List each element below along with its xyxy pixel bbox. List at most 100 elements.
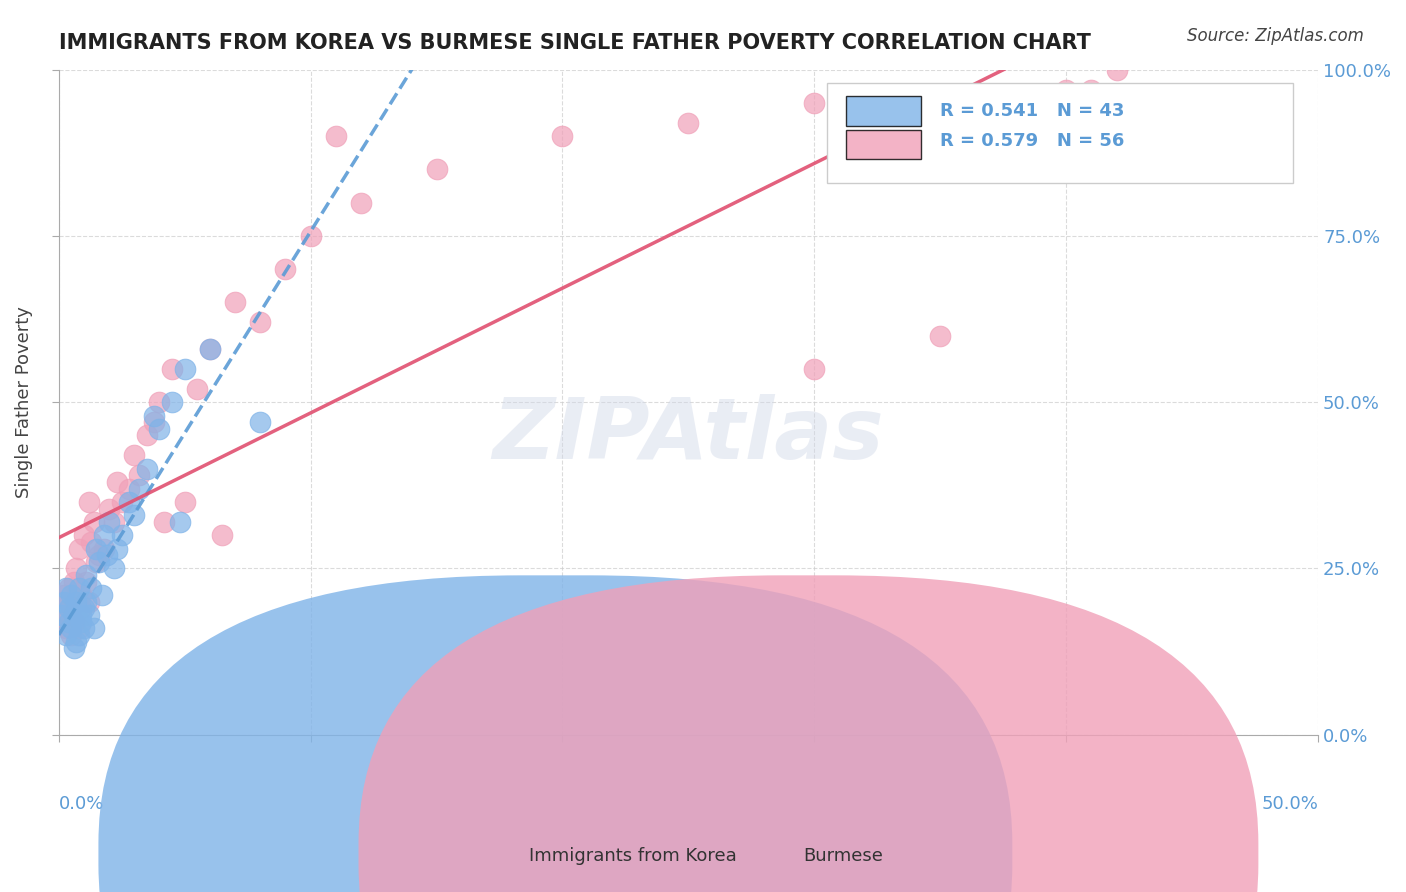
Point: [224, 295, 246, 310]
Point: [198, 342, 221, 356]
Point: [67, 541, 90, 556]
Point: [103, 561, 125, 575]
Point: [249, 415, 271, 429]
Point: [143, 409, 166, 423]
Text: ZIPAtlas: ZIPAtlas: [492, 394, 884, 477]
Point: [98, 501, 121, 516]
Point: [87, 555, 110, 569]
Point: [173, 362, 195, 376]
Point: [65, 595, 87, 609]
Point: [60, 628, 83, 642]
Point: [143, 415, 166, 429]
Point: [51, 607, 73, 622]
Point: [128, 482, 150, 496]
Point: [80, 534, 103, 549]
Point: [111, 495, 134, 509]
Point: [55, 607, 77, 622]
Point: [55, 582, 77, 596]
Point: [148, 422, 170, 436]
Point: [90, 588, 112, 602]
Point: [803, 362, 825, 376]
Point: [551, 129, 574, 144]
Text: 50.0%: 50.0%: [1261, 795, 1319, 813]
Text: 0.0%: 0.0%: [59, 795, 104, 813]
Point: [135, 428, 157, 442]
Point: [128, 468, 150, 483]
Point: [80, 582, 103, 596]
Point: [55, 621, 77, 635]
Point: [325, 129, 347, 144]
Point: [70, 607, 93, 622]
Point: [60, 588, 83, 602]
Point: [58, 601, 80, 615]
Point: [118, 482, 141, 496]
Point: [678, 116, 700, 130]
FancyBboxPatch shape: [827, 83, 1294, 183]
Point: [299, 229, 322, 244]
Point: [86, 541, 108, 556]
Point: [58, 615, 80, 629]
Point: [77, 607, 100, 622]
FancyBboxPatch shape: [846, 96, 921, 126]
Point: [211, 528, 233, 542]
Y-axis label: Single Father Poverty: Single Father Poverty: [15, 306, 32, 498]
Point: [160, 395, 183, 409]
Point: [98, 515, 121, 529]
Point: [350, 195, 373, 210]
Point: [58, 595, 80, 609]
Point: [62, 607, 84, 622]
Point: [1080, 82, 1102, 96]
Point: [105, 475, 128, 489]
Text: R = 0.579   N = 56: R = 0.579 N = 56: [941, 132, 1125, 150]
Point: [93, 528, 115, 542]
Point: [86, 555, 108, 569]
Point: [87, 548, 110, 562]
Point: [274, 262, 297, 277]
Point: [148, 395, 170, 409]
Point: [62, 641, 84, 656]
Point: [105, 541, 128, 556]
Point: [122, 449, 145, 463]
Point: [67, 582, 90, 596]
Point: [75, 568, 97, 582]
Point: [73, 601, 96, 615]
Point: [93, 541, 115, 556]
Point: [169, 515, 191, 529]
Point: [70, 615, 93, 629]
Point: [70, 601, 93, 615]
Point: [51, 615, 73, 629]
Text: Immigrants from Korea: Immigrants from Korea: [529, 847, 737, 865]
Point: [65, 634, 87, 648]
Point: [52, 595, 75, 609]
Point: [122, 508, 145, 523]
FancyBboxPatch shape: [846, 129, 921, 160]
Point: [173, 495, 195, 509]
Point: [1105, 62, 1128, 77]
Point: [75, 595, 97, 609]
Point: [425, 162, 447, 177]
Point: [803, 95, 825, 110]
Text: Burmese: Burmese: [804, 847, 883, 865]
Point: [135, 461, 157, 475]
Point: [67, 628, 90, 642]
Point: [75, 574, 97, 589]
Point: [67, 621, 90, 635]
Point: [111, 528, 134, 542]
Point: [60, 621, 83, 635]
Text: Source: ZipAtlas.com: Source: ZipAtlas.com: [1187, 27, 1364, 45]
Point: [60, 601, 83, 615]
Text: R = 0.541   N = 43: R = 0.541 N = 43: [941, 102, 1125, 120]
Point: [73, 528, 96, 542]
Point: [83, 515, 105, 529]
Point: [58, 582, 80, 596]
Point: [83, 621, 105, 635]
Point: [55, 628, 77, 642]
Point: [929, 328, 952, 343]
Point: [160, 362, 183, 376]
Point: [73, 621, 96, 635]
Point: [103, 515, 125, 529]
Point: [153, 515, 176, 529]
Point: [1054, 82, 1077, 96]
Point: [96, 548, 118, 562]
Point: [77, 595, 100, 609]
